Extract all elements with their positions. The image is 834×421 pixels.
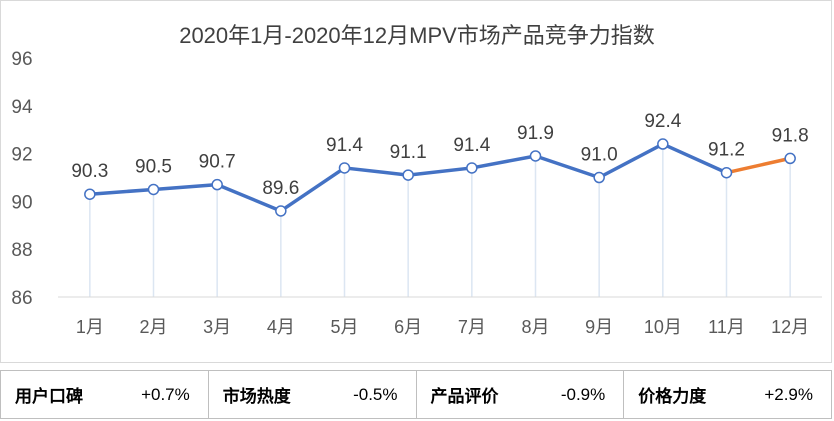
data-label: 91.4: [453, 135, 490, 156]
metric-value: -0.5%: [353, 384, 398, 404]
series-segment: [724, 156, 792, 175]
series-segment: [88, 187, 156, 196]
data-label: 91.8: [772, 125, 809, 146]
x-tick-label: 9月: [585, 317, 613, 337]
series-segment: [533, 154, 601, 180]
data-point: [338, 162, 351, 174]
y-tick-label: 96: [11, 49, 32, 70]
metric-market-heat: 市场热度 -0.5%: [209, 371, 417, 418]
data-label: 91.1: [390, 142, 427, 163]
x-tick-label: 3月: [203, 317, 231, 337]
data-point: [275, 205, 287, 217]
y-tick-label: 88: [11, 240, 32, 261]
data-point: [466, 162, 478, 174]
data-label: 91.0: [581, 145, 618, 166]
data-label: 90.3: [71, 161, 108, 182]
data-point: [657, 138, 669, 150]
metric-label: 用户口碑: [15, 387, 83, 406]
x-tick-label: 10月: [644, 317, 682, 337]
metric-value: +0.7%: [141, 384, 190, 404]
data-label: 92.4: [644, 111, 681, 132]
x-tick-label: 7月: [458, 317, 486, 337]
data-label: 91.4: [326, 135, 363, 156]
series-segment: [470, 154, 538, 170]
series-segment: [661, 142, 729, 175]
x-tick-label: 2月: [139, 317, 167, 337]
metric-label: 市场热度: [222, 387, 291, 406]
data-point: [84, 188, 96, 200]
data-point: [784, 152, 796, 165]
y-tick-label: 90: [11, 192, 32, 213]
data-label: 91.2: [708, 140, 745, 161]
series-segment: [342, 166, 410, 177]
series-segment: [279, 166, 347, 213]
chart-title: 2020年1月-2020年12月MPV市场产品竞争力指数: [179, 23, 655, 48]
metric-user-reputation: 用户口碑 +0.7%: [1, 371, 209, 418]
data-label: 89.6: [262, 178, 299, 199]
data-label: 90.5: [135, 156, 172, 177]
data-point: [593, 171, 605, 184]
data-point: [211, 178, 223, 191]
x-tick-label: 8月: [521, 317, 549, 337]
series-segment: [215, 182, 283, 213]
x-tick-label: 12月: [771, 317, 809, 337]
metrics-bar: 用户口碑 +0.7% 市场热度 -0.5% 产品评价 -0.9% 价格力度 +2…: [0, 370, 832, 419]
x-tick-label: 1月: [76, 317, 104, 337]
data-point: [529, 150, 542, 162]
x-tick-label: 11月: [708, 317, 745, 337]
metric-price-strength: 价格力度 +2.9%: [624, 371, 831, 418]
metric-label: 产品评价: [430, 387, 499, 406]
metric-value: +2.9%: [764, 384, 813, 404]
y-tick-label: 94: [11, 97, 33, 118]
x-tick-label: 6月: [394, 317, 422, 337]
data-label: 90.7: [199, 152, 236, 173]
y-tick-label: 92: [11, 145, 32, 166]
metric-label: 价格力度: [638, 387, 707, 406]
metric-product-review: 产品评价 -0.9%: [417, 371, 625, 418]
series-segment: [406, 166, 474, 177]
data-point: [402, 169, 414, 181]
line-chart: 86 88 90 92 94 96 90.3 90.5 90.7 89.6 91.4 91.1 91.4…: [11, 49, 822, 337]
x-tick-label: 5月: [330, 317, 358, 337]
data-point: [720, 166, 733, 179]
data-point: [147, 183, 160, 196]
chart-frame: [0, 0, 832, 363]
series-segment: [151, 182, 219, 192]
data-label: 91.9: [517, 123, 554, 144]
y-tick-label: 86: [11, 288, 32, 309]
series-segment: [597, 142, 665, 180]
x-tick-label: 4月: [267, 317, 295, 337]
metric-value: -0.9%: [560, 384, 606, 404]
